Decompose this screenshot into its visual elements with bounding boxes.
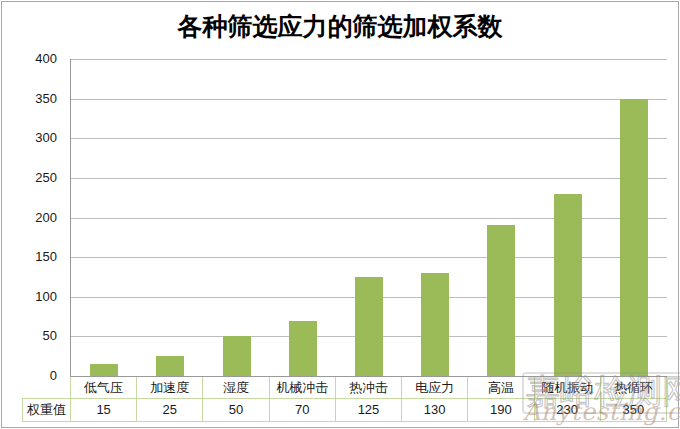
chart-border [1, 1, 679, 428]
